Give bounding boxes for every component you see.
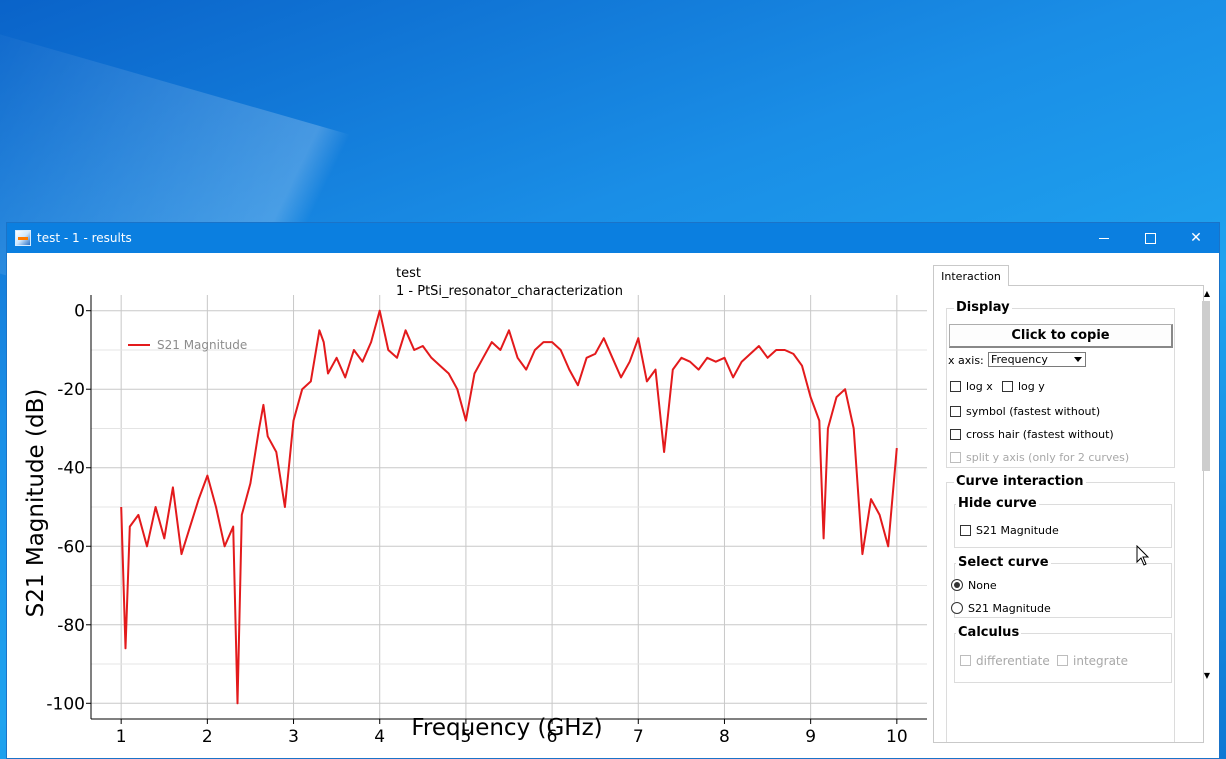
calculus-group [954, 633, 1172, 683]
chart-subtitle: 1 - PtSi_resonator_characterization [396, 284, 623, 299]
app-icon [15, 230, 31, 246]
series-layer [120, 309, 898, 705]
chart-axes: 1 2 3 4 5 6 7 8 9 10 0 -20 -40 -60 -80 -100 [46, 295, 927, 747]
y-tick-label: -40 [57, 459, 85, 479]
results-window: test - 1 - results ✕ test 1 - PtSi_reson… [6, 222, 1220, 759]
interaction-pane: Display Click to copie x axis: Frequency… [933, 285, 1204, 743]
y-tick-label: -60 [57, 537, 85, 557]
hide-s21-label: S21 Magnitude [976, 524, 1059, 537]
differentiate-label: differentiate [976, 654, 1050, 668]
close-icon: ✕ [1190, 230, 1202, 246]
integrate-label: integrate [1073, 654, 1129, 668]
log-x-checkbox[interactable] [950, 381, 961, 392]
cross-hair-checkbox[interactable] [950, 429, 961, 440]
chart-grid [91, 295, 927, 719]
mouse-cursor-icon [1136, 545, 1150, 566]
window-title: test - 1 - results [37, 231, 132, 245]
x-tick-label: 2 [202, 727, 213, 747]
differentiate-checkbox [960, 655, 971, 666]
maximize-icon [1144, 232, 1156, 244]
integrate-checkbox [1057, 655, 1068, 666]
x-tick-label: 8 [719, 727, 730, 747]
log-y-label: log y [1018, 380, 1045, 393]
scroll-down-icon[interactable]: ▼ [1203, 670, 1211, 680]
chart-title: test [396, 266, 421, 281]
x-tick-label: 6 [547, 727, 558, 747]
y-tick-label: -100 [46, 694, 85, 714]
log-x-label: log x [966, 380, 993, 393]
symbol-checkbox[interactable] [950, 406, 961, 417]
x-tick-label: 7 [633, 727, 644, 747]
display-group-title: Display [954, 300, 1012, 315]
y-tick-label: -20 [57, 380, 85, 400]
interaction-panel: Interaction Display Click to copie x axi… [933, 261, 1215, 751]
panel-scrollbar[interactable]: ▲ ▼ [1199, 285, 1215, 683]
display-group [946, 308, 1175, 468]
scroll-thumb[interactable] [1202, 301, 1210, 471]
symbol-label: symbol (fastest without) [966, 405, 1101, 418]
x-axis-select-value: Frequency [991, 353, 1048, 366]
hide-s21-checkbox[interactable] [960, 525, 971, 536]
select-none-radio[interactable] [951, 579, 963, 591]
y-tick-label: -80 [57, 616, 85, 636]
x-axis-select-label: x axis: [948, 354, 984, 367]
y-tick-label: 0 [74, 302, 85, 322]
chevron-down-icon [1074, 357, 1082, 362]
copy-button[interactable]: Click to copie [949, 324, 1173, 348]
x-tick-label: 9 [805, 727, 816, 747]
y-axis-label: S21 Magnitude (dB) [23, 389, 49, 618]
x-tick-label: 1 [116, 727, 127, 747]
title-bar[interactable]: test - 1 - results ✕ [7, 223, 1219, 253]
select-s21-label: S21 Magnitude [968, 602, 1051, 615]
chart-legend: S21 Magnitude [128, 338, 247, 352]
cross-hair-label: cross hair (fastest without) [966, 428, 1114, 441]
window-content: test 1 - PtSi_resonator_characterization… [7, 253, 1219, 758]
minimize-button[interactable] [1081, 223, 1127, 253]
plot-area[interactable]: test 1 - PtSi_resonator_characterization… [7, 253, 932, 758]
x-tick-label: 3 [288, 727, 299, 747]
legend-label-s21: S21 Magnitude [157, 338, 247, 352]
minimize-icon [1099, 237, 1109, 239]
tab-interaction[interactable]: Interaction [933, 265, 1009, 286]
calculus-title: Calculus [956, 625, 1022, 640]
scroll-up-icon[interactable]: ▲ [1203, 288, 1211, 298]
hide-curve-title: Hide curve [956, 496, 1039, 511]
split-y-checkbox [950, 452, 961, 463]
curve-interaction-title: Curve interaction [954, 474, 1086, 489]
x-tick-label: 4 [374, 727, 385, 747]
series-line-s21-magnitude [120, 309, 898, 705]
x-tick-label: 5 [460, 727, 471, 747]
split-y-label: split y axis (only for 2 curves) [966, 451, 1130, 464]
hide-curve-group [954, 504, 1172, 548]
x-tick-label: 10 [886, 727, 908, 747]
select-curve-title: Select curve [956, 555, 1051, 570]
log-y-checkbox[interactable] [1002, 381, 1013, 392]
x-axis-select[interactable]: Frequency [988, 352, 1086, 367]
select-s21-radio[interactable] [951, 602, 963, 614]
maximize-button[interactable] [1127, 223, 1173, 253]
select-none-label: None [968, 579, 997, 592]
x-axis-label: Frequency (GHz) [411, 715, 602, 741]
close-button[interactable]: ✕ [1173, 223, 1219, 253]
